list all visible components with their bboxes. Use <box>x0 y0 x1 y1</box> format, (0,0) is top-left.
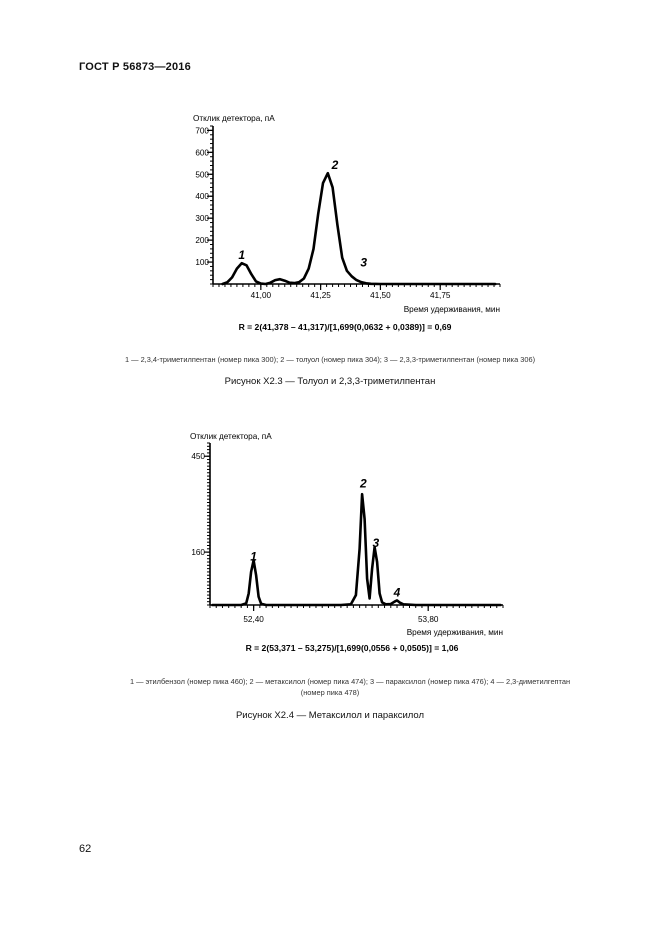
y-tick-label: 600 <box>195 148 209 157</box>
resolution-formula: R = 2(53,371 – 53,275)/[1,699(0,0556 + 0… <box>246 643 459 653</box>
document-header: ГОСТ Р 56873—2016 <box>79 61 191 73</box>
y-axis-title: Отклик детектора, пА <box>190 432 272 441</box>
page-number: 62 <box>79 843 92 855</box>
y-tick-label: 160 <box>191 548 205 557</box>
figure-x2-4-legend-line2: (номер пика 478) <box>300 688 360 697</box>
x-tick-label: 52,40 <box>243 615 264 624</box>
figure-x2-3-legend: 1 — 2,3,4-триметилпентан (номер пика 300… <box>124 355 536 364</box>
y-tick-label: 450 <box>191 452 205 461</box>
figure-x2-3-caption: Рисунок X2.3 — Толуол и 2,3,3-триметилпе… <box>224 376 436 387</box>
x-tick-label: 41,00 <box>251 291 272 300</box>
peak-label: 1 <box>250 549 257 563</box>
peak-label: 3 <box>360 255 367 269</box>
x-tick-label: 41,75 <box>430 291 451 300</box>
y-tick-label: 700 <box>195 126 209 135</box>
peak-label: 2 <box>331 158 339 172</box>
resolution-formula: R = 2(41,378 – 41,317)/[1,699(0,0632 + 0… <box>239 322 452 332</box>
figure-x2-4-caption: Рисунок X2.4 — Метаксилол и параксилол <box>235 710 425 721</box>
chromatogram-trace <box>211 492 502 607</box>
peak-label: 1 <box>238 248 245 262</box>
x-axis-title: Время удерживания, мин <box>407 628 503 637</box>
chromatogram-trace <box>221 171 497 286</box>
y-tick-label: 200 <box>195 236 209 245</box>
y-tick-label: 300 <box>195 214 209 223</box>
y-tick-label: 100 <box>195 258 209 267</box>
peak-label: 3 <box>372 536 379 550</box>
peak-label: 2 <box>359 477 367 491</box>
y-tick-label: 500 <box>195 170 209 179</box>
figure-x2-4-legend-line1: 1 — этилбензол (номер пика 460); 2 — мет… <box>129 677 571 686</box>
y-tick-label: 400 <box>195 192 209 201</box>
x-tick-label: 41,25 <box>310 291 331 300</box>
y-axis-title: Отклик детектора, пА <box>193 114 275 123</box>
peak-label: 4 <box>393 586 401 600</box>
x-tick-label: 53,80 <box>418 615 439 624</box>
x-tick-label: 41,50 <box>370 291 391 300</box>
x-axis-title: Время удерживания, мин <box>404 305 500 314</box>
